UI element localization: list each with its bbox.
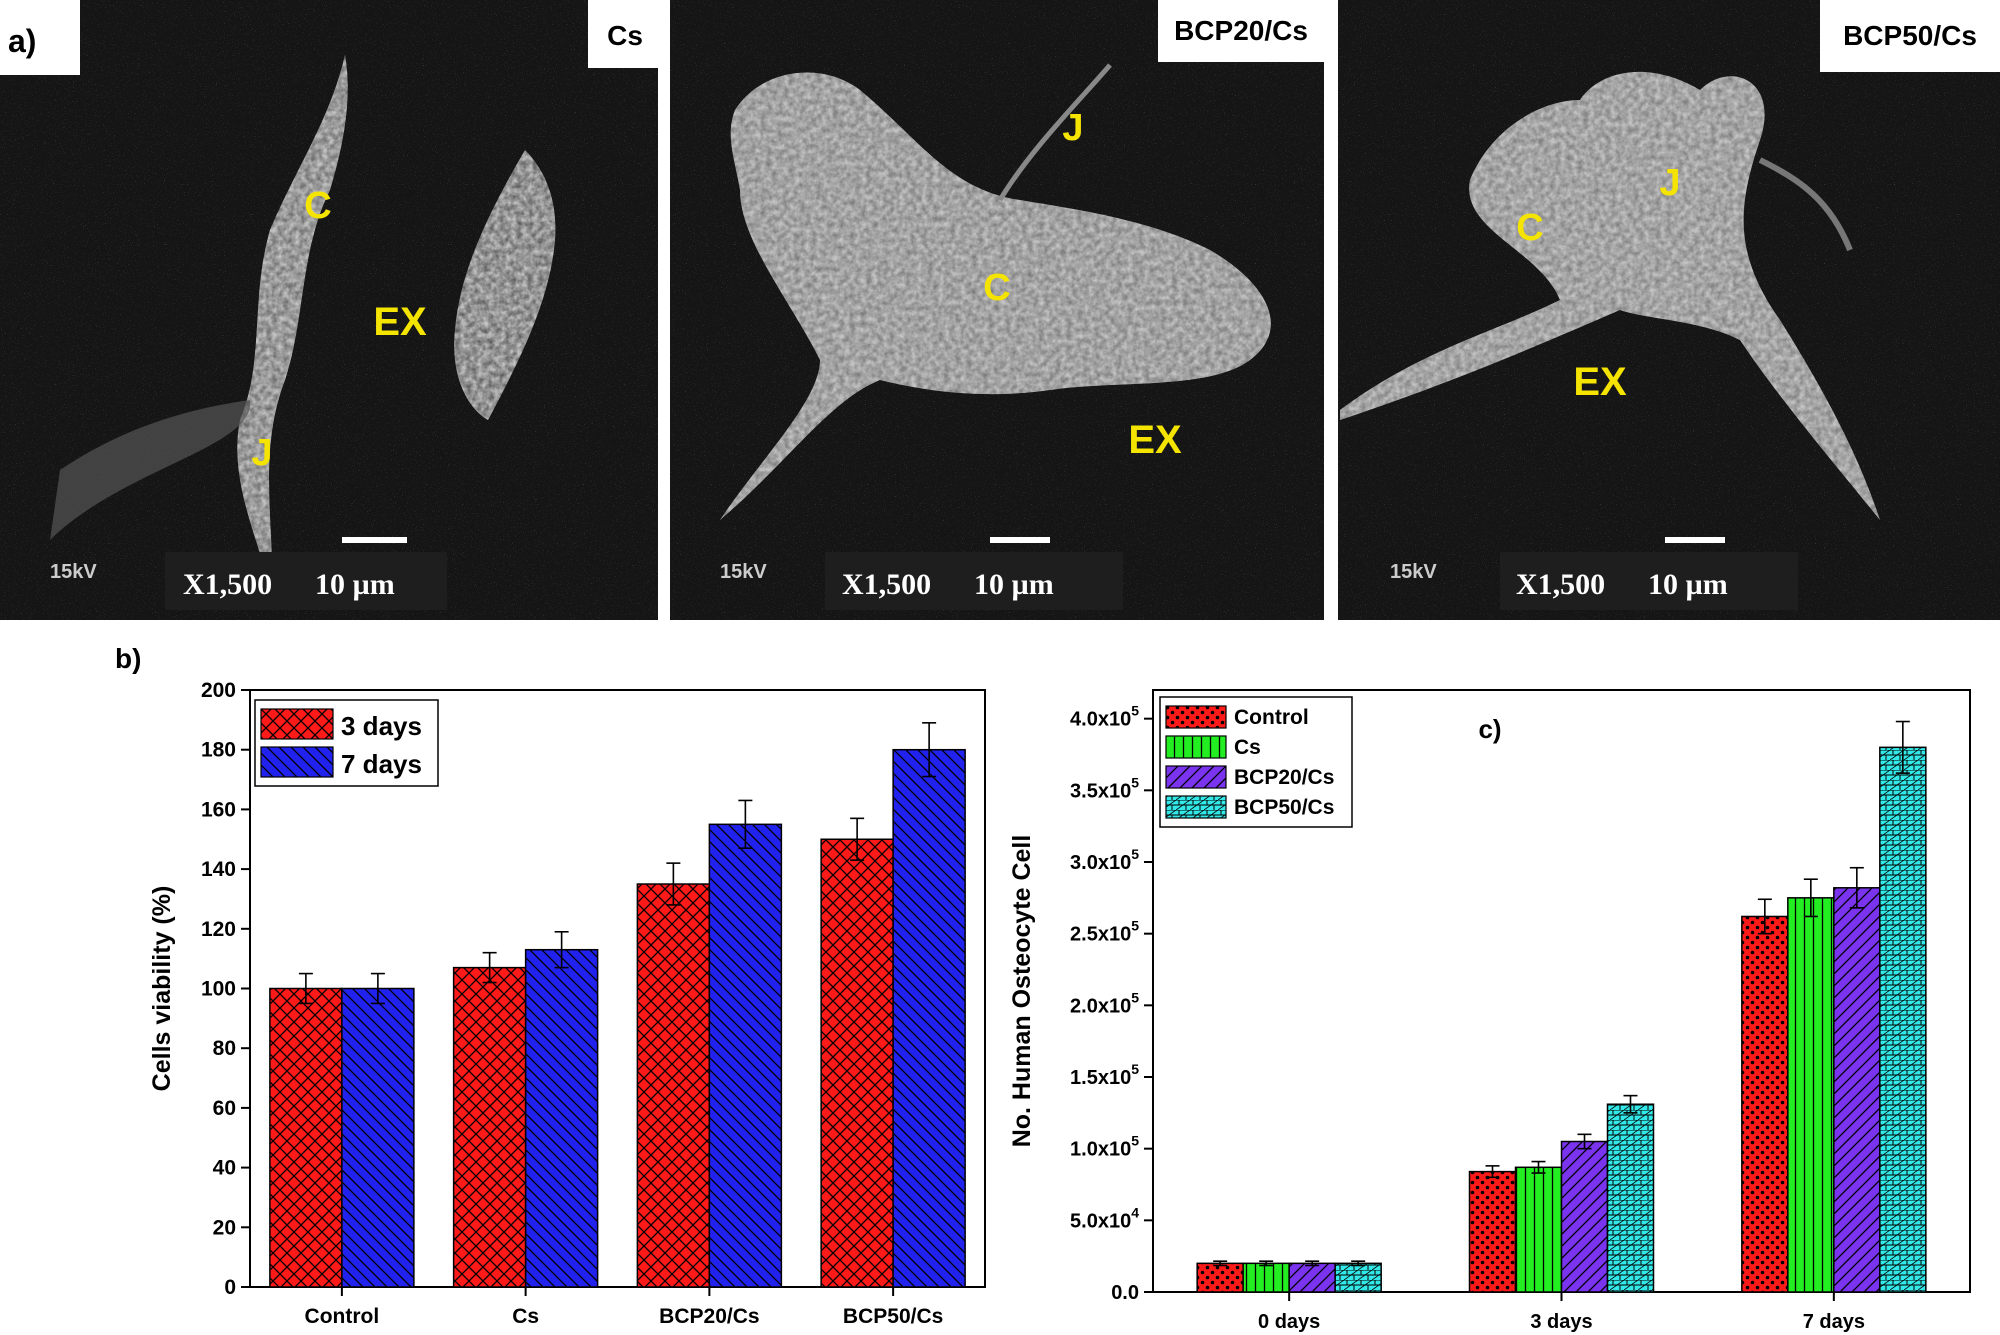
sem-label-ex: EX xyxy=(1573,360,1627,404)
sem-magnification: X1,500 xyxy=(1516,568,1605,601)
bar xyxy=(820,838,894,1288)
legend-label: BCP50/Cs xyxy=(1234,796,1334,819)
panel-label-b: b) xyxy=(115,643,141,674)
bar xyxy=(269,987,343,1288)
panel-label-a-overlay: a) xyxy=(8,23,36,59)
legend-swatch xyxy=(260,746,334,778)
bar xyxy=(1741,915,1789,1293)
bar xyxy=(1787,897,1835,1293)
x-tick-label: 0 days xyxy=(1258,1311,1320,1333)
scale-bar xyxy=(990,537,1050,543)
sem-label-j: J xyxy=(251,432,272,474)
sem-scale: 10 µm xyxy=(315,568,395,601)
sem-image-bcp20-cs: BCP20/Cs J C EX 15kV X1,500 10 µm xyxy=(670,0,1324,620)
sem-voltage: 15kV xyxy=(50,561,97,583)
y-tick-label: 20 xyxy=(213,1216,236,1239)
y-tick-label: 0.0 xyxy=(1111,1282,1139,1304)
bar xyxy=(1242,1262,1290,1293)
osteocyte-count-chart: c) 0.0 5.0x104 1.0x105 1.5x105 2.0x105 2.5x10… xyxy=(1008,689,1971,1333)
legend-label: 7 days xyxy=(341,749,422,779)
bar xyxy=(1879,746,1927,1293)
legend-swatch xyxy=(1165,705,1227,729)
sem-image-bcp50-cs: BCP50/Cs C J EX 15kV X1,500 10 µm xyxy=(1338,0,2000,620)
bar xyxy=(1196,1262,1244,1293)
y-tick-label: 80 xyxy=(213,1037,236,1060)
legend-swatch xyxy=(1165,765,1227,789)
y-tick-label: 1.5x105 xyxy=(1070,1061,1139,1089)
x-tick-label: Control xyxy=(305,1305,380,1328)
sem-panel: a) a) Cs C EX J 15kV X1,500 10 µm xyxy=(0,0,2000,620)
x-tick-label: 3 days xyxy=(1530,1311,1592,1333)
legend-swatch xyxy=(1165,735,1227,759)
legend-swatch xyxy=(260,708,334,740)
legend-swatch xyxy=(1165,795,1227,819)
sem-magnification: X1,500 xyxy=(842,568,931,601)
y-tick-label: 100 xyxy=(201,978,236,1001)
bar xyxy=(1514,1166,1563,1293)
bar xyxy=(1606,1103,1655,1293)
bar xyxy=(1288,1262,1336,1293)
bar xyxy=(708,823,783,1288)
sem-label-c: C xyxy=(983,267,1010,309)
y-tick-label: 140 xyxy=(201,858,236,881)
sem-label-j: J xyxy=(1062,107,1083,149)
sem-title-cs: Cs xyxy=(607,20,643,51)
y-tick-label: 3.0x105 xyxy=(1070,846,1139,874)
bar xyxy=(1833,887,1881,1293)
y-tick-label: 60 xyxy=(213,1097,236,1120)
y-tick-label: 2.0x105 xyxy=(1070,989,1139,1017)
sem-magnification: X1,500 xyxy=(183,568,272,601)
sem-voltage: 15kV xyxy=(1390,561,1437,583)
sem-scale: 10 µm xyxy=(1648,568,1728,601)
bar xyxy=(1560,1140,1609,1293)
legend-label: Control xyxy=(1234,706,1309,729)
sem-image-cs: a) Cs C EX J 15kV X1,500 10 µm xyxy=(0,0,658,620)
x-tick-label: 7 days xyxy=(1803,1311,1865,1333)
sem-title-bcp50-cs: BCP50/Cs xyxy=(1843,20,1977,51)
bar xyxy=(636,883,711,1288)
x-tick-label: BCP20/Cs xyxy=(659,1305,759,1328)
legend-label: Cs xyxy=(1234,736,1261,759)
y-tick-label: 180 xyxy=(201,739,236,762)
sem-voltage: 15kV xyxy=(720,561,767,583)
x-tick-label: BCP50/Cs xyxy=(843,1305,943,1328)
y-tick-label: 5.0x104 xyxy=(1070,1204,1139,1232)
y-axis-label: Cells viability (%) xyxy=(148,886,176,1092)
y-tick-label: 3.5x105 xyxy=(1070,774,1139,802)
bar xyxy=(341,987,415,1288)
bar xyxy=(1468,1170,1517,1293)
bar xyxy=(452,966,527,1288)
y-tick-label: 4.0x105 xyxy=(1070,703,1139,731)
sem-label-c: C xyxy=(1516,207,1543,249)
sem-label-j: J xyxy=(1659,162,1680,204)
y-axis-label: No. Human Osteocyte Cell xyxy=(1008,835,1036,1148)
bar xyxy=(1334,1262,1382,1293)
y-tick-label: 1.0x105 xyxy=(1070,1133,1139,1161)
sem-title-bcp20-cs: BCP20/Cs xyxy=(1174,15,1308,46)
bar xyxy=(524,948,599,1288)
sem-scale: 10 µm xyxy=(974,568,1054,601)
scale-bar xyxy=(342,537,407,543)
x-tick-label: Cs xyxy=(512,1305,539,1328)
legend-label: BCP20/Cs xyxy=(1234,766,1334,789)
y-tick-label: 160 xyxy=(201,798,236,821)
y-tick-label: 120 xyxy=(201,918,236,941)
cell-viability-chart: b) 0 20 40 60 80 100 120 140 160 180 200 Cells viab… xyxy=(115,643,986,1328)
y-tick-label: 200 xyxy=(201,679,236,702)
scale-bar xyxy=(1665,537,1725,543)
bar xyxy=(892,748,966,1288)
sem-label-ex: EX xyxy=(373,300,427,344)
sem-label-c: C xyxy=(304,185,331,227)
legend-label: 3 days xyxy=(341,711,422,741)
y-tick-label: 0 xyxy=(224,1276,236,1299)
sem-label-ex: EX xyxy=(1128,418,1182,462)
y-tick-label: 40 xyxy=(213,1157,236,1180)
y-tick-label: 2.5x105 xyxy=(1070,918,1139,946)
panel-label-c: c) xyxy=(1478,714,1501,744)
